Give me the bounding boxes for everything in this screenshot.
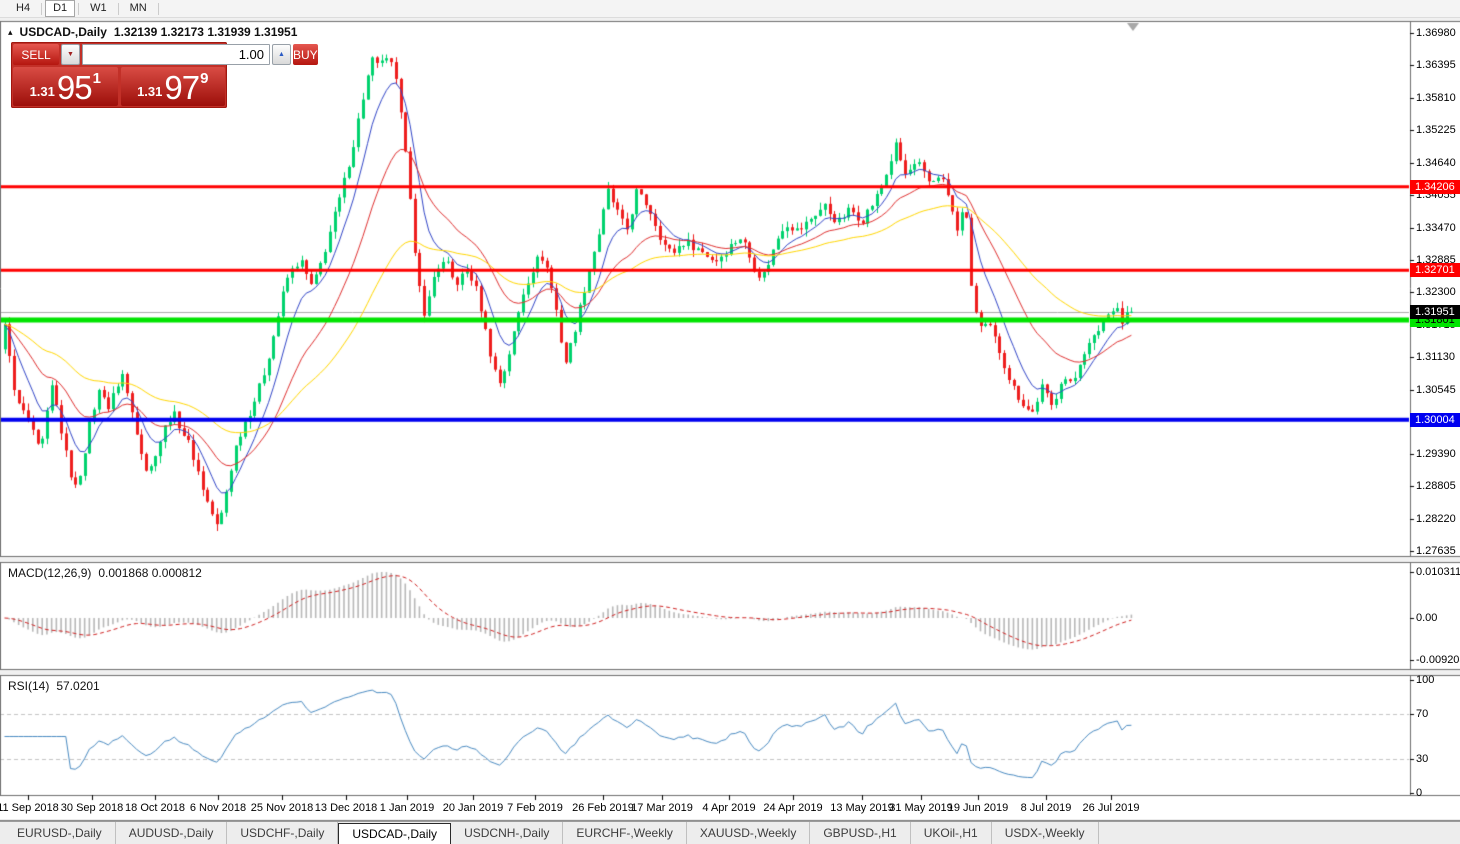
timeframe-button-w1[interactable]: W1 [90, 2, 107, 14]
sell-price-prefix: 1.31 [29, 84, 55, 99]
rsi-title: RSI(14) [8, 679, 50, 693]
macd-values: 0.001868 0.000812 [98, 566, 202, 580]
symbol-tab-gbpusd-h1[interactable]: GBPUSD-,H1 [810, 822, 911, 844]
macd-axis-label: -0.009203 [1416, 654, 1460, 666]
buy-price-big: 97 [164, 69, 200, 106]
buy-button[interactable]: BUY [293, 44, 318, 65]
date-label: 13 Dec 2018 [314, 802, 378, 814]
ohlc-quotes: 1.32139 1.32173 1.31939 1.31951 [113, 25, 298, 39]
date-label: 1 Jan 2019 [379, 802, 435, 814]
chart-symbol-header: ▴ USDCAD-,Daily 1.32139 1.32173 1.31939 … [8, 25, 297, 39]
symbol-tab-audusd-daily[interactable]: AUDUSD-,Daily [116, 822, 228, 844]
price-tick-label: 1.31130 [1416, 351, 1455, 364]
price-tick-label: 1.36395 [1416, 59, 1456, 72]
price-tick-label: 1.35810 [1416, 91, 1456, 104]
price-tick-label: 1.36980 [1416, 27, 1456, 39]
date-label: 8 Jul 2019 [1020, 802, 1072, 814]
sell-price-box[interactable]: 1.31 95 1 [13, 67, 118, 106]
price-tick-label: 1.35225 [1416, 124, 1456, 137]
price-tick-label: 1.27635 [1416, 544, 1456, 557]
price-tick-label: 1.28220 [1416, 512, 1456, 525]
symbol-tab-xauusd-weekly[interactable]: XAUUSD-,Weekly [687, 822, 811, 844]
rsi-axis-label: 70 [1416, 707, 1429, 720]
date-label: 18 Oct 2018 [125, 802, 185, 814]
symbol-tab-eurchf-weekly[interactable]: EURCHF-,Weekly [563, 822, 687, 844]
toolbar-divider [117, 2, 119, 15]
buy-price-box[interactable]: 1.31 97 9 [120, 67, 225, 106]
volume-input[interactable] [82, 44, 270, 65]
date-label: 6 Nov 2018 [189, 802, 247, 814]
date-label: 30 Sep 2018 [60, 802, 124, 814]
date-label: 24 Apr 2019 [763, 802, 823, 814]
volume-increase-icon[interactable]: ▲ [272, 44, 291, 65]
sell-button[interactable]: SELL [13, 44, 59, 65]
one-click-trading-panel: SELL ▼ ▲ BUY 1.31 95 1 1.31 97 9 [11, 42, 318, 108]
symbol-tab-usdchf-daily[interactable]: USDCHF-,Daily [227, 822, 339, 844]
toolbar-divider [41, 2, 43, 15]
macd-axis-label: 0.00 [1416, 612, 1438, 624]
volume-decrease-icon[interactable]: ▼ [61, 44, 80, 65]
symbol-tab-ukoil-h1[interactable]: UKOil-,H1 [911, 822, 992, 844]
timeframe-button-mn[interactable]: MN [129, 2, 147, 14]
price-tick-label: 1.32300 [1416, 286, 1456, 299]
sell-price-pip: 1 [92, 70, 101, 87]
date-label: 31 May 2019 [889, 802, 953, 814]
date-label: 17 Mar 2019 [631, 802, 693, 814]
date-label: 13 May 2019 [830, 802, 894, 814]
price-level-label: 1.34206 [1410, 179, 1460, 194]
rsi-axis-label: 30 [1416, 753, 1429, 766]
buy-price-prefix: 1.31 [137, 84, 163, 99]
price-level-label: 1.32701 [1410, 263, 1460, 278]
macd-axis-label: 0.010311 [1416, 566, 1460, 578]
date-label: 26 Jul 2019 [1082, 802, 1140, 814]
symbol-tab-eurusd-daily[interactable]: EURUSD-,Daily [4, 822, 116, 844]
date-label: 19 Jun 2019 [947, 802, 1009, 814]
price-tick-label: 1.28805 [1416, 480, 1456, 493]
price-level-label: 1.30004 [1410, 412, 1460, 427]
rsi-axis-label: 0 [1416, 787, 1423, 799]
date-label: 7 Feb 2019 [507, 802, 563, 814]
price-tick-label: 1.34640 [1416, 156, 1456, 169]
price-tick-label: 1.32885 [1416, 253, 1456, 266]
rsi-indicator-header: RSI(14) 57.0201 [8, 679, 100, 693]
date-label: 11 Sep 2018 [0, 802, 59, 814]
price-tick-label: 1.30545 [1416, 383, 1456, 396]
timeframe-toolbar: H4 D1 W1 MN [0, 0, 1460, 18]
collapse-icon[interactable]: ▴ [8, 26, 13, 37]
date-label: 25 Nov 2018 [250, 802, 314, 814]
price-level-label: 1.31951 [1410, 304, 1460, 319]
price-tick-label: 1.33470 [1416, 221, 1456, 234]
symbol-title: USDCAD-,Daily [19, 25, 107, 39]
symbol-tab-usdcad-daily[interactable]: USDCAD-,Daily [338, 823, 452, 844]
date-label: 4 Apr 2019 [702, 802, 756, 814]
symbol-tab-usdcnh-daily[interactable]: USDCNH-,Daily [451, 822, 564, 844]
buy-price-pip: 9 [200, 70, 209, 87]
macd-indicator-header: MACD(12,26,9) 0.001868 0.000812 [8, 566, 202, 580]
toolbar-divider [157, 2, 159, 15]
symbol-tab-bar: EURUSD-,Daily AUDUSD-,Daily USDCHF-,Daily U… [0, 821, 1460, 844]
rsi-value: 57.0201 [56, 679, 100, 693]
date-label: 20 Jan 2019 [442, 802, 504, 814]
date-label: 26 Feb 2019 [572, 802, 634, 814]
symbol-tab-usdx-weekly[interactable]: USDX-,Weekly [992, 822, 1099, 844]
price-tick-label: 1.29390 [1416, 447, 1456, 460]
macd-title: MACD(12,26,9) [8, 566, 92, 580]
rsi-axis-label: 100 [1416, 674, 1435, 686]
toolbar-divider [78, 2, 80, 15]
sell-price-big: 95 [56, 69, 93, 106]
timeframe-button-h4[interactable]: H4 [16, 2, 31, 14]
timeframe-button-d1[interactable]: D1 [45, 0, 76, 17]
